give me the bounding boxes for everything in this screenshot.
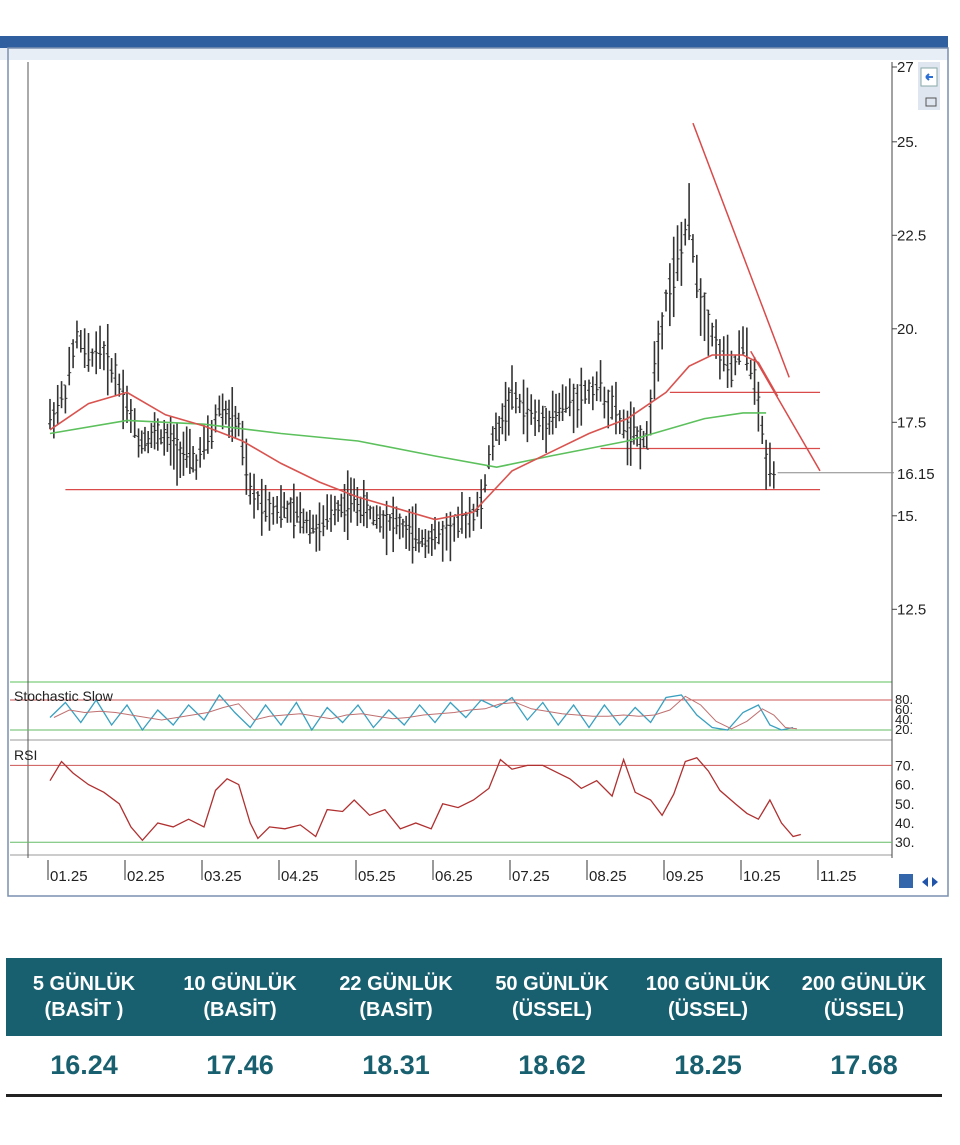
- month-label: 07.25: [512, 868, 550, 885]
- trend-line-1: [750, 350, 821, 472]
- trend-line-0: [692, 122, 790, 378]
- stoch-tick-label: 80.: [895, 692, 913, 707]
- rsi-tick-label: 60.: [895, 777, 914, 793]
- header-line2: (BASİT): [359, 999, 433, 1021]
- price-tick-label: 17.5: [897, 414, 926, 431]
- month-label: 02.25: [127, 868, 165, 885]
- table-value-cell: 18.25: [674, 1049, 742, 1080]
- month-label: 05.25: [358, 868, 396, 885]
- header-line1: 100 GÜNLÜK: [645, 973, 771, 995]
- arrow-left-icon: [925, 73, 933, 81]
- toolbar[interactable]: [0, 36, 948, 48]
- stoch-tick-label: 40.: [895, 712, 913, 727]
- table-header-cell: 22 GÜNLÜK (BASİT): [318, 958, 474, 1036]
- table-header-cell: 200 GÜNLÜK (ÜSSEL): [786, 958, 942, 1036]
- table-header-row: 5 GÜNLÜK (BASİT ) 10 GÜNLÜK (BASİT) 22 GÜNLÜ…: [6, 958, 942, 1036]
- header-line2: (ÜSSEL): [668, 999, 748, 1021]
- month-label: 08.25: [589, 868, 627, 885]
- header-line2: (BASİT ): [44, 999, 124, 1021]
- square-icon[interactable]: [925, 97, 937, 107]
- price-tick-label: 20.: [897, 321, 918, 338]
- price-tick-label: 12.5: [897, 601, 926, 618]
- nav-left-icon[interactable]: [922, 877, 928, 887]
- table-value-cell: 16.24: [50, 1049, 118, 1080]
- month-label: 10.25: [743, 868, 781, 885]
- rsi-tick-label: 50.: [895, 796, 914, 812]
- header-line2: (ÜSSEL): [824, 999, 904, 1021]
- table-value-row: 16.24 17.46 18.31 18.62 18.25 17.68: [6, 1036, 942, 1097]
- stoch-k-line: [49, 693, 794, 732]
- rsi-tick-label: 30.: [895, 834, 914, 850]
- price-tick-label: 25.: [897, 134, 918, 151]
- rsi-tick-label: 40.: [895, 815, 914, 831]
- header-line2: (BASİT): [203, 999, 277, 1021]
- rsi-label: RSI: [14, 747, 37, 763]
- price-tick-label: 22.5: [897, 227, 926, 244]
- month-label: 11.25: [820, 868, 856, 885]
- month-label: 03.25: [204, 868, 242, 885]
- nav-right-icon[interactable]: [932, 877, 938, 887]
- price-tick-label: 15.: [897, 508, 918, 525]
- price-tick-label: 27: [897, 59, 914, 76]
- moving-average-table: 5 GÜNLÜK (BASİT ) 10 GÜNLÜK (BASİT) 22 GÜNLÜ…: [6, 958, 942, 1097]
- header-line1: 22 GÜNLÜK: [339, 973, 453, 995]
- table-header-cell: 100 GÜNLÜK (ÜSSEL): [630, 958, 786, 1036]
- table-header-cell: 5 GÜNLÜK (BASİT ): [6, 958, 162, 1036]
- settings-button[interactable]: [899, 874, 913, 888]
- stochastic-label: Stochastic Slow: [14, 688, 114, 704]
- header-line1: 200 GÜNLÜK: [801, 973, 927, 995]
- month-label: 04.25: [281, 868, 319, 885]
- table-value-cell: 18.31: [362, 1049, 430, 1080]
- table-value-cell: 17.46: [206, 1049, 274, 1080]
- header-line2: (ÜSSEL): [512, 999, 592, 1021]
- rsi-line: [49, 756, 801, 842]
- month-label: 01.25: [50, 868, 88, 885]
- month-label: 09.25: [666, 868, 704, 885]
- header-line1: 50 GÜNLÜK: [495, 973, 609, 995]
- rsi-tick-label: 70.: [895, 757, 914, 773]
- header-line1: 10 GÜNLÜK: [183, 973, 297, 995]
- stoch-tick-label: 60.: [895, 702, 913, 717]
- stoch-d-line: [53, 695, 797, 730]
- stoch-tick-label: 20.: [895, 722, 913, 737]
- month-label: 06.25: [435, 868, 473, 885]
- header-line1: 5 GÜNLÜK: [32, 973, 136, 995]
- ma-long-line: [49, 412, 767, 469]
- table-header-cell: 50 GÜNLÜK (ÜSSEL): [474, 958, 630, 1036]
- toolbar-strip: [0, 48, 948, 60]
- table-value-cell: 17.68: [830, 1049, 898, 1080]
- chart-border: [7, 47, 949, 897]
- table-value-cell: 18.62: [518, 1049, 586, 1080]
- last-price-label: 16.15: [897, 466, 935, 483]
- table-header-cell: 10 GÜNLÜK (BASİT): [162, 958, 318, 1036]
- ma-short-line: [49, 354, 779, 521]
